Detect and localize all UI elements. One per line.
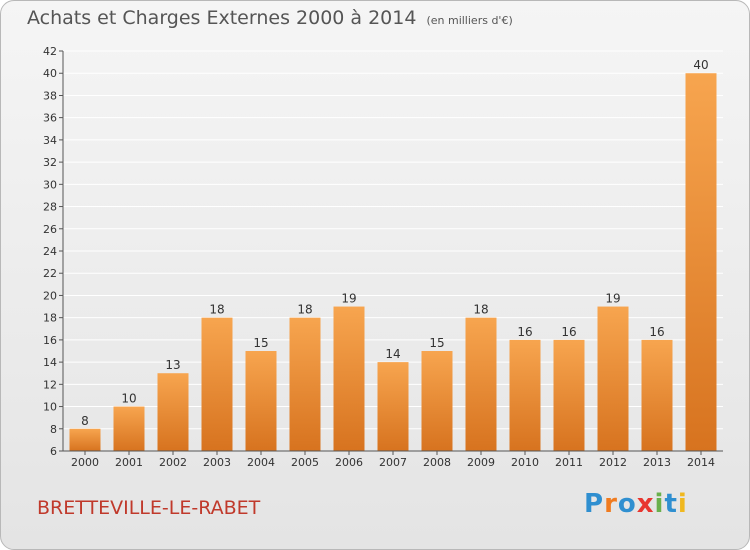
- logo-letter: r: [604, 489, 618, 519]
- data-label: 16: [517, 325, 532, 339]
- bars: [69, 73, 717, 451]
- x-tick-label: 2011: [555, 456, 583, 469]
- y-tick-label: 14: [43, 356, 57, 369]
- y-tick-label: 6: [50, 445, 57, 458]
- y-tick-label: 22: [43, 267, 57, 280]
- y-tick-label: 16: [43, 334, 57, 347]
- bar-2000: [69, 428, 101, 451]
- data-label: 10: [121, 392, 136, 406]
- logo-letter: t: [664, 489, 678, 519]
- x-tick-label: 2006: [335, 456, 363, 469]
- y-axis: 6 8 10 12 14 16 18 20 22 24 26 28 30 32 34 36 38 40 42: [43, 45, 64, 458]
- chart-title: Achats et Charges Externes 2000 à 2014 (e…: [27, 7, 513, 29]
- y-tick-label: 24: [43, 245, 57, 258]
- y-tick-label: 38: [43, 89, 57, 102]
- commune-name: BRETTEVILLE-LE-RABET: [37, 497, 261, 519]
- y-tick-label: 20: [43, 289, 57, 302]
- logo-letter: i: [654, 489, 665, 519]
- x-tick-label: 2003: [203, 456, 231, 469]
- bar-2006: [333, 306, 365, 451]
- y-tick-label: 12: [43, 378, 57, 391]
- data-label: 14: [385, 347, 400, 361]
- x-tick-label: 2013: [643, 456, 671, 469]
- data-label: 8: [81, 414, 89, 428]
- data-label: 19: [341, 292, 356, 306]
- chart-title-text: Achats et Charges Externes 2000 à 2014: [27, 7, 417, 29]
- y-tick-label: 28: [43, 201, 57, 214]
- bar-2007: [377, 362, 409, 451]
- y-tick-label: 34: [43, 134, 57, 147]
- y-tick-label: 18: [43, 312, 57, 325]
- bar-2009: [465, 317, 497, 451]
- data-label: 40: [693, 58, 708, 72]
- logo-letter: i: [677, 489, 688, 519]
- data-label: 15: [253, 336, 268, 350]
- y-tick-label: 36: [43, 112, 57, 125]
- bar-2012: [597, 306, 629, 451]
- y-tick-label: 8: [50, 423, 57, 436]
- x-tick-label: 2007: [379, 456, 407, 469]
- bar-2010: [509, 339, 541, 451]
- y-tick-label: 42: [43, 45, 57, 58]
- data-label: 18: [297, 303, 312, 317]
- x-tick-label: 2012: [599, 456, 627, 469]
- data-label: 19: [605, 292, 620, 306]
- bar-2002: [157, 373, 189, 451]
- x-tick-label: 2000: [71, 456, 99, 469]
- x-tick-label: 2009: [467, 456, 495, 469]
- y-tick-label: 30: [43, 178, 57, 191]
- data-label: 16: [561, 325, 576, 339]
- data-label: 16: [649, 325, 664, 339]
- x-tick-label: 2001: [115, 456, 143, 469]
- data-label: 15: [429, 336, 444, 350]
- x-tick-label: 2014: [687, 456, 715, 469]
- x-tick-label: 2004: [247, 456, 275, 469]
- y-tick-label: 10: [43, 401, 57, 414]
- y-tick-label: 26: [43, 223, 57, 236]
- proxiti-logo: Proxiti: [584, 489, 688, 519]
- data-label: 18: [473, 303, 488, 317]
- data-labels: 8 10 13 18 15 18 19 14 15 18 16 16 19 16 40: [81, 58, 708, 428]
- y-tick-label: 40: [43, 67, 57, 80]
- bar-2005: [289, 317, 321, 451]
- bar-2004: [245, 351, 277, 451]
- bar-2013: [641, 339, 673, 451]
- x-tick-label: 2002: [159, 456, 187, 469]
- logo-letter: o: [617, 489, 637, 519]
- logo-letter: x: [636, 489, 655, 519]
- chart-subtitle: (en milliers d'€): [426, 14, 513, 27]
- bar-2011: [553, 339, 585, 451]
- data-label: 13: [165, 358, 180, 372]
- data-label: 18: [209, 303, 224, 317]
- x-axis: 2000 2001 2002 2003 2004 2005 2006 2007 2008 2009…: [63, 450, 723, 469]
- x-tick-label: 2008: [423, 456, 451, 469]
- x-tick-label: 2005: [291, 456, 319, 469]
- x-tick-label: 2010: [511, 456, 539, 469]
- bar-2001: [113, 406, 145, 451]
- y-tick-label: 32: [43, 156, 57, 169]
- bar-2014: [685, 73, 717, 451]
- logo-letter: P: [584, 489, 605, 519]
- bar-2003: [201, 317, 233, 451]
- bar-2008: [421, 351, 453, 451]
